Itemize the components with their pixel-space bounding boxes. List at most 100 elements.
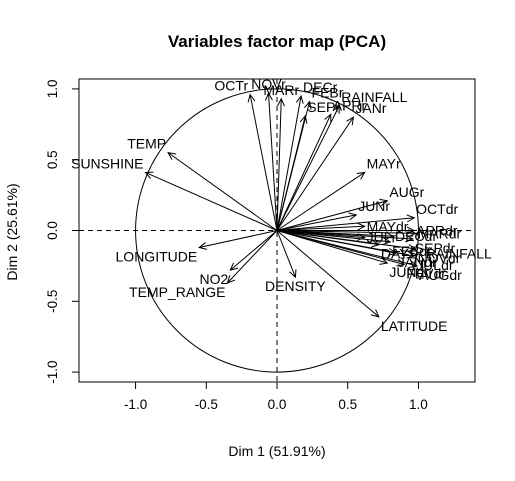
arrow-head bbox=[382, 237, 392, 246]
variable-label: FEBr bbox=[312, 85, 344, 101]
variable-arrow bbox=[276, 217, 415, 231]
variable-label: LATITUDE bbox=[381, 318, 448, 334]
variable-label: NOVr bbox=[251, 76, 286, 92]
variable-arrow bbox=[249, 94, 278, 231]
variable-label: TEMP_RANGE bbox=[129, 284, 225, 300]
arrow-head bbox=[247, 93, 256, 103]
arrow-head bbox=[198, 242, 208, 250]
variable-arrow bbox=[276, 230, 416, 250]
variable-arrow bbox=[227, 230, 278, 284]
variable-label: MARdr bbox=[418, 225, 462, 241]
variable-arrow bbox=[276, 225, 365, 231]
variable-arrow bbox=[276, 230, 413, 240]
arrow-head bbox=[226, 275, 236, 284]
arrow-head bbox=[379, 198, 389, 207]
variable-label: FEVdr bbox=[406, 265, 446, 281]
arrow-head bbox=[356, 171, 366, 180]
variable-label: APRr bbox=[333, 97, 367, 113]
variable-label: RAINFALL bbox=[341, 89, 407, 105]
variable-label: LONGITUDE bbox=[116, 248, 198, 264]
y-tick-label: 0.0 bbox=[45, 221, 60, 240]
x-tick-label: 0.0 bbox=[268, 397, 287, 412]
variable-arrow bbox=[276, 95, 302, 231]
variable-arrow bbox=[276, 115, 306, 231]
variable-label: APRdr bbox=[416, 223, 458, 239]
variable-arrow bbox=[276, 105, 340, 231]
variable-label: JUNr bbox=[358, 198, 390, 214]
x-tick-label: -0.5 bbox=[195, 397, 218, 412]
variable-arrow bbox=[276, 230, 296, 278]
variable-label: SUNSHINE bbox=[71, 155, 143, 171]
variable-label: MAYr bbox=[367, 155, 401, 171]
arrow-head bbox=[407, 244, 417, 252]
variable-arrow bbox=[276, 200, 388, 231]
variable-label: NO2 bbox=[200, 271, 229, 287]
y-tick-label: 1.0 bbox=[45, 80, 60, 99]
variable-arrow bbox=[276, 230, 416, 234]
arrow-head bbox=[406, 250, 416, 259]
arrow-head bbox=[371, 239, 380, 248]
arrow-head bbox=[370, 309, 380, 318]
variable-label: TEMP bbox=[127, 136, 166, 152]
arrow-head bbox=[396, 258, 406, 267]
variable-arrow bbox=[276, 116, 354, 231]
chart-title: Variables factor map (PCA) bbox=[168, 32, 386, 51]
variable-arrow bbox=[276, 230, 380, 318]
variable-label: SEPr bbox=[307, 99, 340, 115]
variable-arrow bbox=[199, 230, 278, 248]
variable-arrow bbox=[276, 214, 357, 231]
variable-label: JANr bbox=[355, 100, 386, 116]
variable-arrow bbox=[145, 171, 278, 231]
variable-label: OCTr bbox=[214, 78, 248, 94]
variable-arrow bbox=[230, 230, 278, 271]
arrow-head bbox=[406, 214, 416, 223]
variable-arrow bbox=[268, 93, 278, 231]
arrow-head bbox=[167, 151, 177, 160]
y-tick-label: -0.5 bbox=[45, 290, 60, 313]
arrow-head bbox=[409, 260, 419, 268]
arrow-head bbox=[385, 231, 395, 240]
y-tick-label: 0.5 bbox=[45, 150, 60, 169]
arrow-head bbox=[295, 94, 304, 104]
arrow-head bbox=[304, 100, 312, 110]
arrow-head bbox=[289, 269, 297, 279]
arrow-head bbox=[299, 114, 308, 124]
variable-label: SEPdr bbox=[415, 240, 456, 256]
arrow-head bbox=[332, 104, 340, 114]
variable-arrow bbox=[276, 230, 415, 257]
y-tick-label: -1.0 bbox=[45, 360, 60, 383]
variable-label: AUGr bbox=[389, 184, 424, 200]
x-tick-label: 1.0 bbox=[409, 397, 428, 412]
arrow-head bbox=[144, 171, 154, 179]
variable-label: OCTdr bbox=[416, 201, 458, 217]
variable-label: MARr bbox=[263, 82, 299, 98]
variable-arrow bbox=[276, 172, 365, 231]
arrow-head bbox=[387, 247, 397, 256]
variable-arrow bbox=[276, 98, 282, 231]
variable-arrow bbox=[276, 230, 391, 243]
x-tick-label: -1.0 bbox=[124, 397, 147, 412]
variable-arrow bbox=[167, 152, 278, 231]
arrow-head bbox=[357, 222, 366, 231]
arrow-head bbox=[324, 113, 332, 123]
variable-label: DECr bbox=[303, 79, 338, 95]
variable-arrow bbox=[276, 230, 388, 264]
arrow-head bbox=[348, 212, 358, 221]
arrow-head bbox=[265, 92, 273, 101]
x-axis-label: Dim 1 (51.91%) bbox=[228, 443, 325, 459]
arrow-head bbox=[346, 116, 355, 126]
arrow-head bbox=[379, 257, 389, 265]
variable-label: DENSITY bbox=[265, 278, 326, 294]
arrow-head bbox=[277, 97, 285, 107]
x-tick-label: 0.5 bbox=[338, 397, 357, 412]
arrow-head bbox=[408, 229, 417, 238]
arrow-head bbox=[229, 262, 239, 271]
variable-label: JULdr bbox=[416, 257, 454, 273]
variable-arrow bbox=[276, 114, 332, 231]
arrow-head bbox=[405, 234, 414, 243]
variable-arrow bbox=[276, 230, 418, 267]
y-axis-label: Dim 2 (25.61%) bbox=[4, 183, 20, 280]
variable-label: DECdr bbox=[395, 228, 437, 244]
variable-label: JUNdr bbox=[389, 264, 429, 280]
